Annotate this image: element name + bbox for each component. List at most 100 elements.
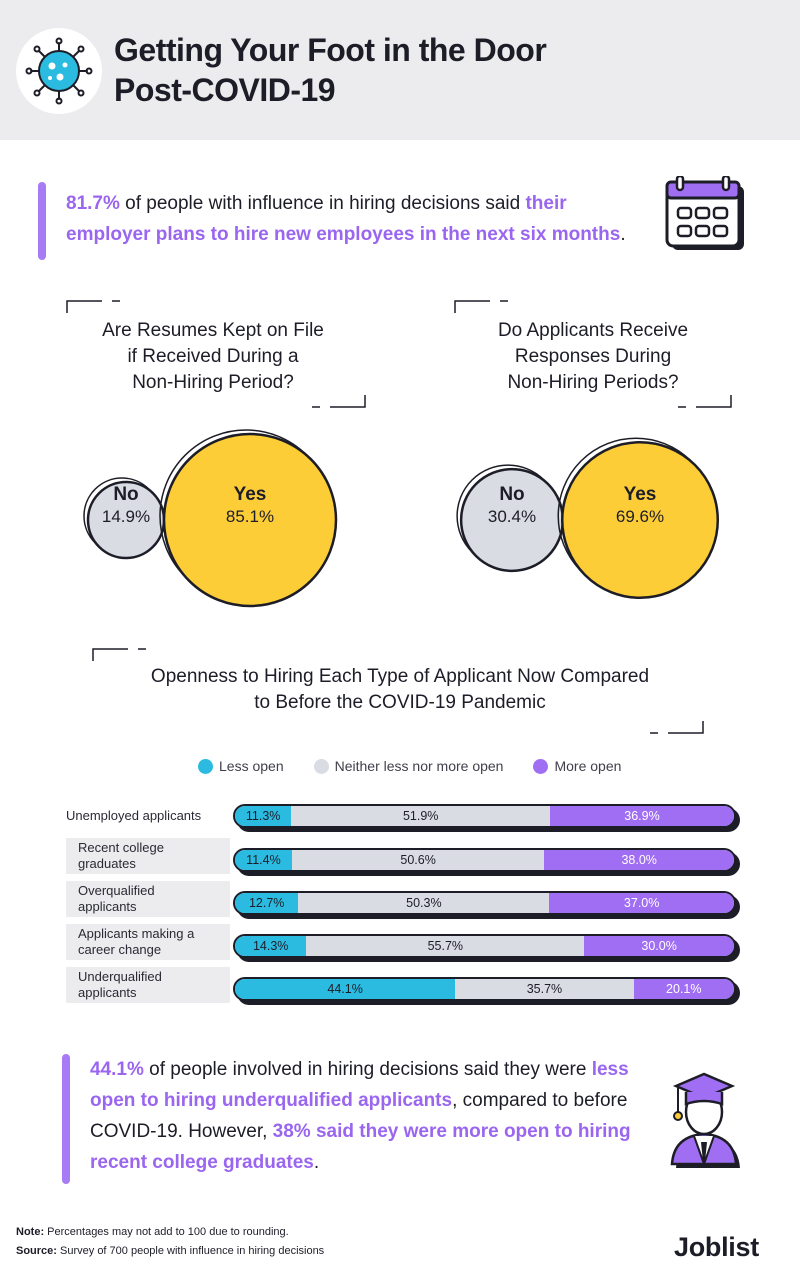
- pie-1-yes-slice: [162, 432, 338, 608]
- bar-title-line-2: to Before the COVID-19 Pandemic: [254, 692, 546, 713]
- conclusion-text-2: , compared to before COVID-19. However,: [90, 1090, 628, 1142]
- title-line-1: Getting Your Foot in the Door: [114, 32, 547, 68]
- row-label-line: applicants: [78, 985, 137, 1000]
- pie-1-title-line: if Received During a: [127, 346, 299, 367]
- footnote-note: Note: Percentages may not add to 100 due…: [16, 1226, 289, 1238]
- legend-item-less: Less open: [198, 758, 284, 774]
- conclusion-text-1: of people involved in hiring decisions s…: [143, 1059, 592, 1080]
- bracket-top-left-3: [92, 648, 146, 661]
- joblist-logo[interactable]: Joblist: [674, 1232, 759, 1262]
- bar-segment-more: 38.0%: [544, 850, 734, 870]
- intro-highlight: their employer plans to hire new employe…: [66, 193, 621, 245]
- conclusion-statement: 44.1% of people involved in hiring decis…: [90, 1054, 646, 1178]
- pie-1-yes-label: Yes 85.1%: [200, 484, 300, 528]
- stacked-bar: 12.7% 50.3% 37.0%: [233, 891, 736, 915]
- row-label-line: applicants: [78, 899, 137, 914]
- bar-segment-less: 44.1%: [235, 979, 456, 999]
- row-label-line: Overqualified: [78, 883, 155, 898]
- row-label-line: Recent college: [78, 840, 164, 855]
- bar-row: 11.4% 50.6% 38.0%: [233, 848, 740, 876]
- bar-segment-more: 36.9%: [550, 806, 734, 826]
- bar-segment-neither: 50.6%: [291, 850, 545, 870]
- stacked-bar: 11.4% 50.6% 38.0%: [233, 848, 736, 872]
- bar-segment-more: 20.1%: [633, 979, 734, 999]
- bar-segment-neither: 35.7%: [455, 979, 634, 999]
- legend-dot-less: [198, 758, 213, 774]
- pie-1-title-line: Non-Hiring Period?: [132, 372, 294, 393]
- source-text: Survey of 700 people with influence in h…: [56, 1245, 325, 1257]
- legend-item-more: More open: [533, 758, 621, 774]
- intro-accent-bar: [38, 182, 46, 260]
- virus-icon: [16, 28, 102, 114]
- bar-segment-less: 12.7%: [235, 893, 299, 913]
- bar-segment-neither: 55.7%: [306, 936, 585, 956]
- row-label: Applicants making a career change: [66, 924, 230, 960]
- pie-1-no-label: No 14.9%: [86, 484, 166, 528]
- bubble-charts: [83, 429, 720, 608]
- pie-1-no-value: 14.9%: [101, 507, 151, 526]
- legend-dot-neither: [313, 758, 329, 774]
- pie-2-title-line: Do Applicants Receive: [497, 320, 689, 341]
- bar-chart-title: Openness to Hiring Each Type of Applican…: [100, 664, 700, 716]
- bar-segment-more: 30.0%: [584, 936, 734, 956]
- stacked-bar: 14.3% 55.7% 30.0%: [233, 934, 736, 958]
- bracket-top-left-1: [66, 300, 120, 313]
- header-banner: Getting Your Foot in the Door Post-COVID…: [0, 0, 800, 140]
- legend-dot-more: [533, 758, 549, 774]
- pie-2-title-line: Responses During: [514, 346, 672, 367]
- note-label: Note:: [16, 1226, 45, 1238]
- legend-label-less: Less open: [219, 758, 284, 774]
- row-label-line: Unemployed applicants: [66, 808, 202, 823]
- pie-2-title-line: Non-Hiring Periods?: [507, 372, 679, 393]
- legend-label-more: More open: [554, 758, 622, 774]
- intro-text: of people with influence in hiring decis…: [119, 193, 526, 214]
- bracket-top-left-2: [454, 300, 508, 313]
- pie-1-yes-value: 85.1%: [225, 507, 275, 526]
- bracket-bottom-right-2: [678, 395, 732, 408]
- bar-segment-neither: 50.3%: [298, 893, 550, 913]
- pie-2-title: Do Applicants Receive Responses During N…: [460, 318, 726, 396]
- stacked-bar: 11.3% 51.9% 36.9%: [233, 804, 736, 828]
- intro-stat: 81.7%: [66, 193, 120, 214]
- row-label-line: career change: [78, 942, 162, 957]
- conclusion-highlight-2: 38% said they were more open to hiring r…: [90, 1121, 631, 1173]
- graduate-icon: [664, 1064, 744, 1175]
- row-label: Unemployed applicants: [66, 808, 230, 824]
- bar-segment-less: 14.3%: [235, 936, 307, 956]
- pie-2-yes-label: Yes 69.6%: [590, 484, 690, 528]
- row-label: Recent college graduates: [66, 838, 230, 874]
- bar-row: 12.7% 50.3% 37.0%: [233, 891, 740, 919]
- bar-segment-neither: 51.9%: [291, 806, 551, 826]
- pie-1-title: Are Resumes Kept on File if Received Dur…: [80, 318, 346, 396]
- pie-2-yes-name: Yes: [623, 484, 657, 505]
- pie-1-no-name: No: [113, 484, 139, 505]
- conclusion-text-3: .: [313, 1152, 320, 1173]
- legend-label-neither: Neither less nor more open: [334, 758, 504, 774]
- row-label: Underqualified applicants: [66, 967, 230, 1003]
- legend-item-neither: Neither less nor more open: [313, 758, 504, 774]
- bracket-bottom-right-3: [650, 721, 704, 734]
- page-title: Getting Your Foot in the Door Post-COVID…: [114, 30, 547, 110]
- pie-2-no-name: No: [499, 484, 525, 505]
- pie-2-yes-value: 69.6%: [615, 507, 665, 526]
- calendar-icon: [664, 174, 748, 261]
- row-label-line: Applicants making a: [78, 926, 195, 941]
- bar-title-line-1: Openness to Hiring Each Type of Applican…: [150, 666, 650, 687]
- intro-end: .: [620, 224, 626, 245]
- bar-row: 14.3% 55.7% 30.0%: [233, 934, 740, 962]
- footnote-source: Source: Survey of 700 people with influe…: [16, 1245, 324, 1257]
- pie-1-yes-name: Yes: [233, 484, 267, 505]
- conclusion-highlight-1: less open to hiring underqualified appli…: [90, 1059, 629, 1111]
- bar-segment-more: 37.0%: [549, 893, 734, 913]
- conclusion-accent-bar: [62, 1054, 70, 1184]
- source-label: Source:: [16, 1245, 57, 1257]
- stacked-bar: 44.1% 35.7% 20.1%: [233, 977, 736, 1001]
- chart-legend: Less open Neither less nor more open Mor…: [198, 758, 621, 774]
- row-label-line: Underqualified: [78, 969, 162, 984]
- note-text: Percentages may not add to 100 due to ro…: [44, 1226, 289, 1238]
- pie-2-no-value: 30.4%: [487, 507, 537, 526]
- bracket-bottom-right-1: [312, 395, 366, 408]
- bar-row: 11.3% 51.9% 36.9%: [233, 804, 740, 832]
- conclusion-stat: 44.1%: [90, 1059, 144, 1080]
- row-label-line: graduates: [78, 856, 136, 871]
